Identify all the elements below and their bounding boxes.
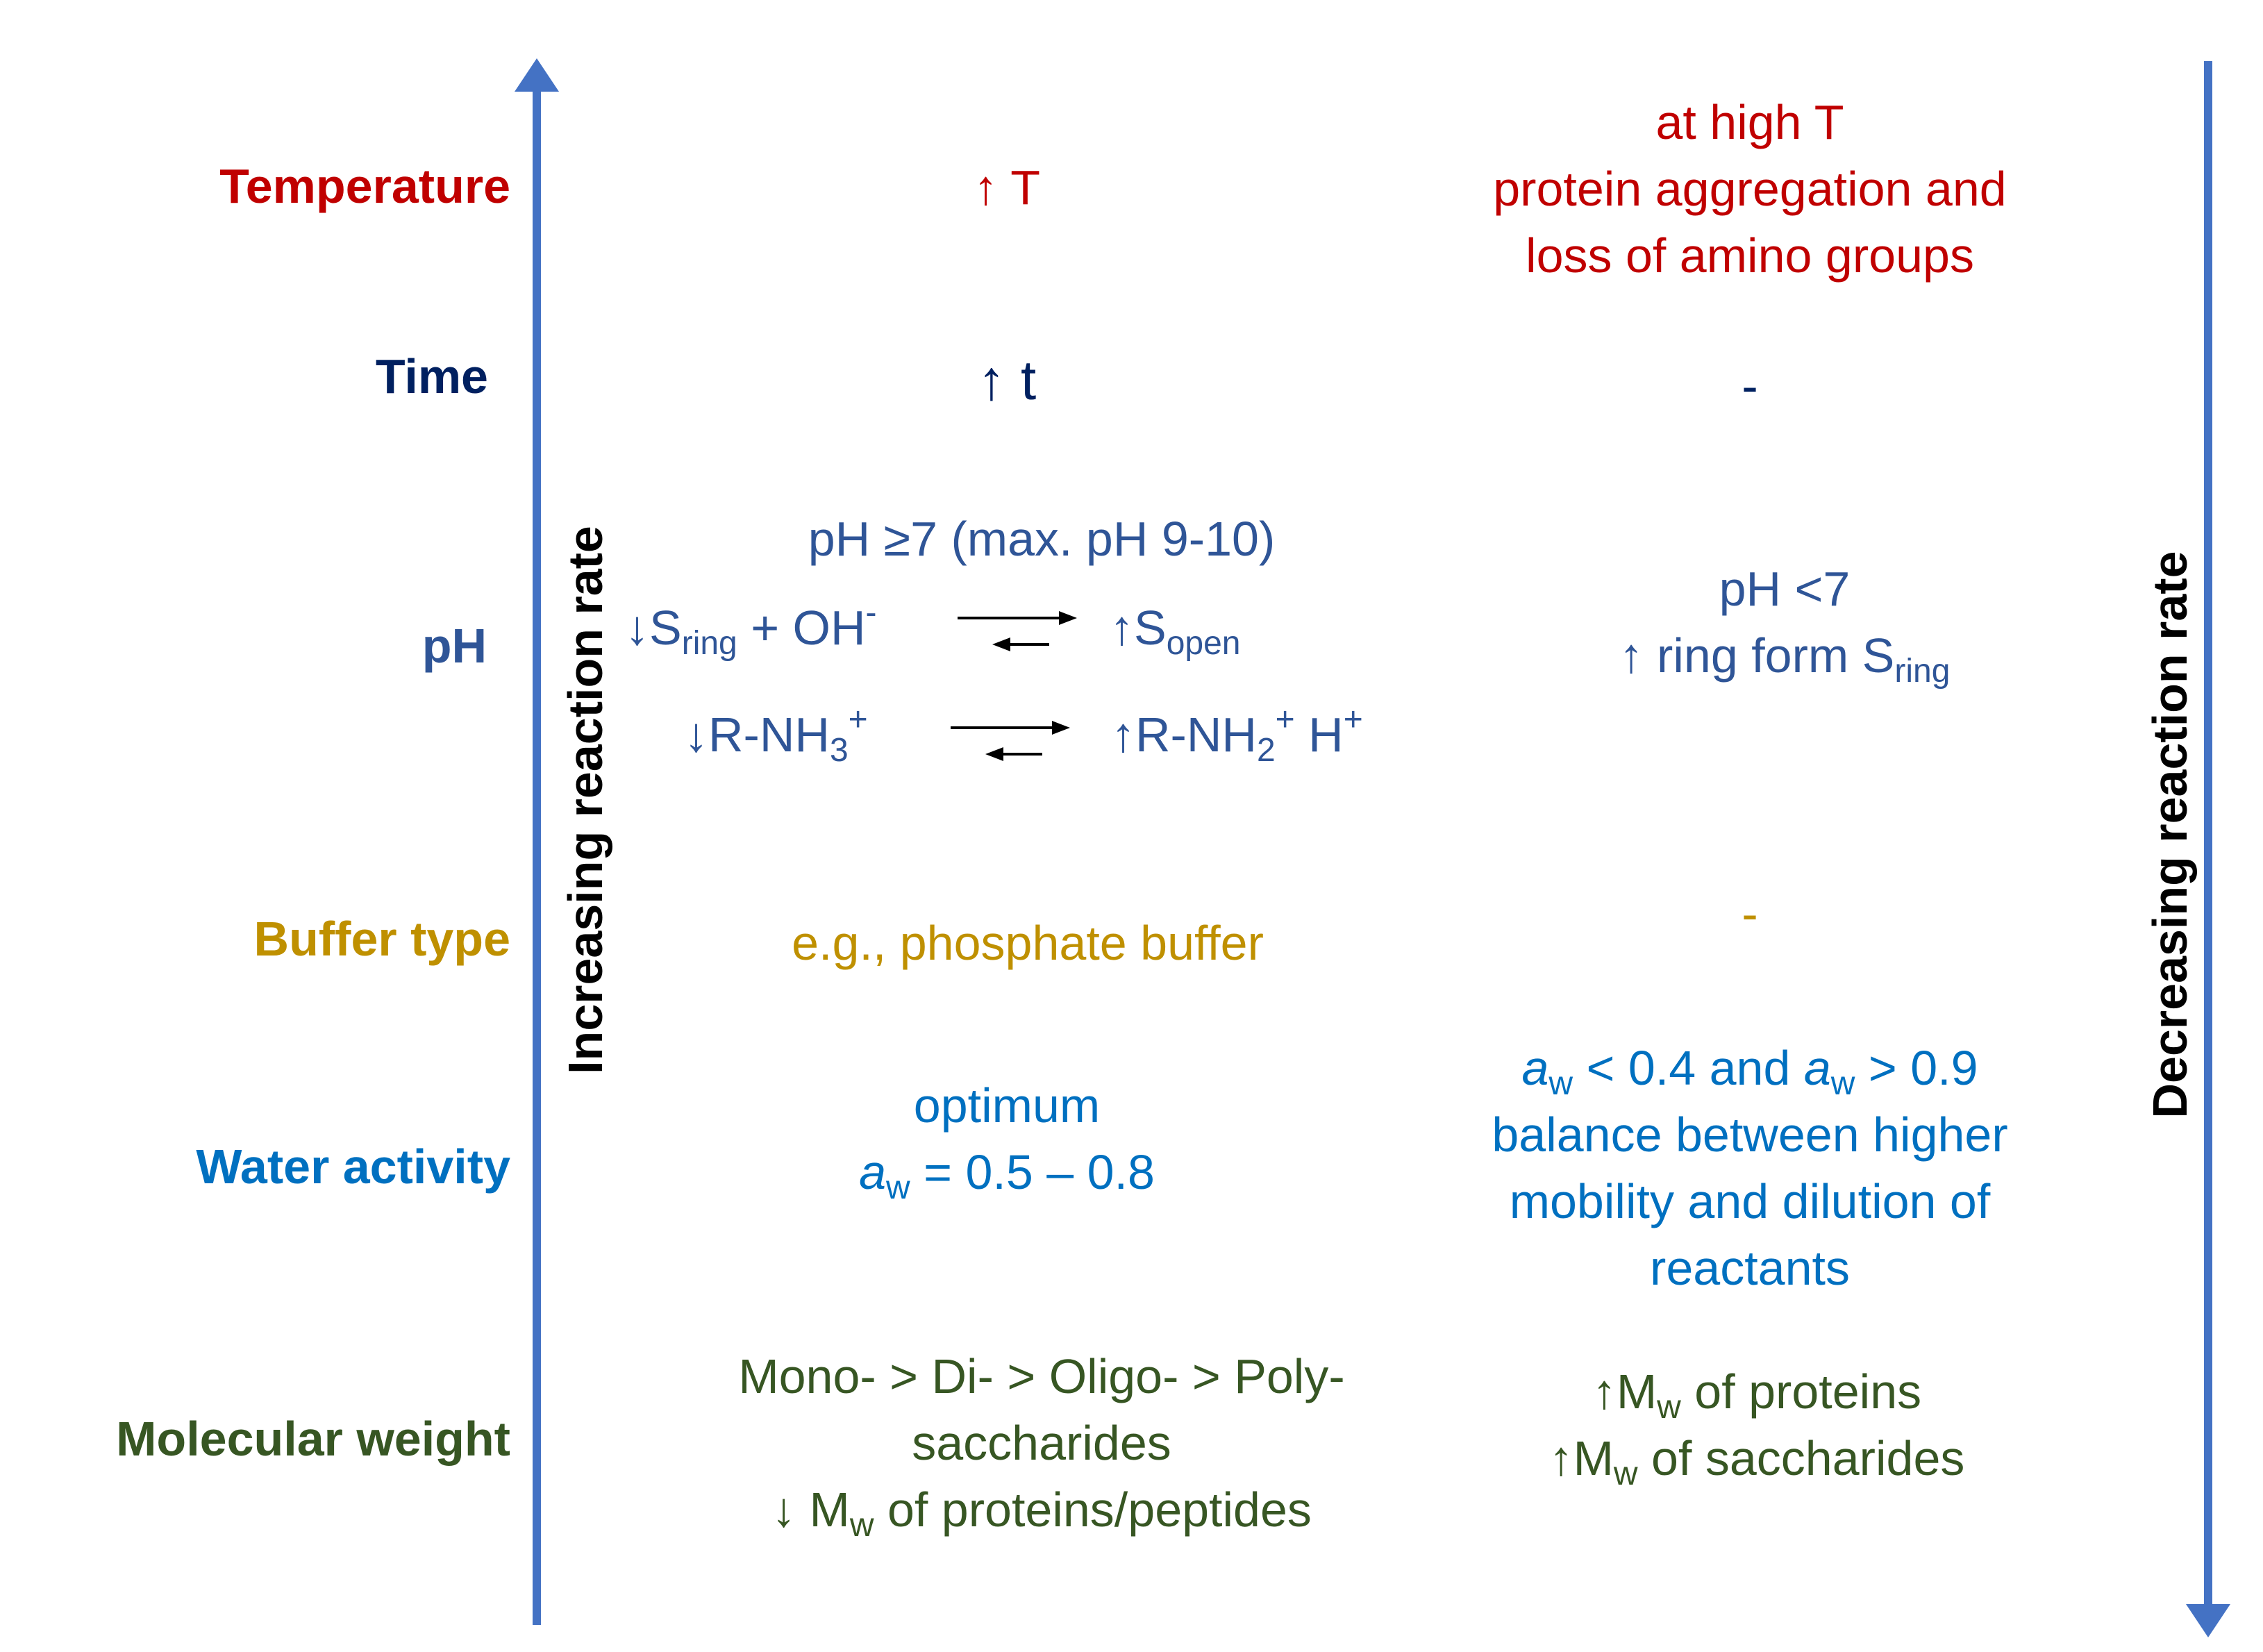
water-decrease-line-2: balance between higher bbox=[1492, 1108, 2008, 1162]
sring-term: ↓Sring bbox=[625, 601, 737, 662]
sopen-term: ↑Sopen bbox=[1110, 601, 1241, 662]
buffer-increase: e.g., phosphate buffer bbox=[792, 916, 1264, 970]
time-decrease: - bbox=[1742, 359, 1758, 413]
saccharide-mw-increase-line: ↑Mw of saccharides bbox=[1548, 1431, 1965, 1492]
hydroxide-term: + OH- bbox=[737, 594, 877, 656]
ph-decrease: pH <7 ↑ ring form Sring bbox=[1458, 556, 2111, 689]
water-decrease-range-line: aw < 0.4 and aw > 0.9 bbox=[1521, 1041, 1978, 1102]
temperature-decrease-line-3: loss of amino groups bbox=[1526, 228, 1974, 283]
decreasing-reaction-rate-label: Decreasing reaction rate bbox=[2143, 551, 2197, 1119]
equilibrium-arrows-1-icon bbox=[958, 611, 1077, 651]
temperature-increase: ↑ T bbox=[974, 160, 1040, 215]
ph-decrease-line-2: ↑ ring form Sring bbox=[1619, 628, 1951, 690]
water-increase: optimum aw = 0.5 – 0.8 bbox=[764, 1072, 1250, 1205]
temperature-label: Temperature bbox=[219, 159, 510, 213]
temperature-decrease-line-1: at high T bbox=[1655, 95, 1844, 149]
time-label: Time bbox=[375, 349, 488, 403]
equilibrium-arrows-2-icon bbox=[951, 721, 1070, 761]
time-increase: ↑ t bbox=[977, 349, 1037, 411]
buffer-decrease: - bbox=[1742, 887, 1758, 941]
ph-increase-title: pH ≥7 (max. pH 9-10) bbox=[808, 512, 1276, 566]
ph-equilibrium-2-left: ↓R-NH3+ bbox=[684, 701, 868, 769]
molecular-weight-label: Molecular weight bbox=[116, 1412, 510, 1466]
water-activity-label: Water activity bbox=[196, 1140, 510, 1194]
temperature-decrease-line-2: protein aggregation and bbox=[1493, 162, 2007, 216]
water-range-line: aw = 0.5 – 0.8 bbox=[859, 1145, 1155, 1206]
water-decrease-line-3: mobility and dilution of bbox=[1509, 1174, 1991, 1228]
ph-label: pH bbox=[421, 619, 487, 673]
decreasing-axis-line bbox=[2204, 61, 2212, 1610]
saccharide-order-line: Mono- > Di- > Oligo- > Poly- bbox=[738, 1349, 1345, 1403]
water-decrease-line-4: reactants bbox=[1650, 1241, 1850, 1295]
buffer-type-label: Buffer type bbox=[253, 912, 510, 966]
water-optimum-line: optimum bbox=[913, 1078, 1101, 1133]
ph-equilibrium-2-right: ↑R-NH2+ H+ bbox=[1111, 701, 1363, 769]
protein-mw-line: ↓ Mw of proteins/peptides bbox=[771, 1483, 1312, 1544]
ph-decrease-line-1: pH <7 bbox=[1719, 562, 1851, 616]
ph-equilibrium-1: ↓Sring + OH- bbox=[625, 594, 877, 661]
saccharides-line: saccharides bbox=[912, 1416, 1171, 1470]
molecular-decrease: ↑Mw of proteins ↑Mw of saccharides bbox=[1458, 1358, 2055, 1492]
water-decrease: aw < 0.4 and aw > 0.9 balance between hi… bbox=[1417, 1035, 2083, 1301]
up-arrow-head-icon bbox=[515, 58, 559, 92]
down-arrow-head-icon bbox=[2186, 1604, 2230, 1637]
molecular-increase: Mono- > Di- > Oligo- > Poly- saccharides… bbox=[625, 1343, 1458, 1543]
increasing-reaction-rate-label: Increasing reaction rate bbox=[558, 526, 612, 1074]
protein-mw-increase-line: ↑Mw of proteins bbox=[1592, 1365, 1922, 1426]
increasing-axis-line bbox=[533, 83, 541, 1625]
temperature-decrease: at high T protein aggregation and loss o… bbox=[1389, 89, 2111, 289]
